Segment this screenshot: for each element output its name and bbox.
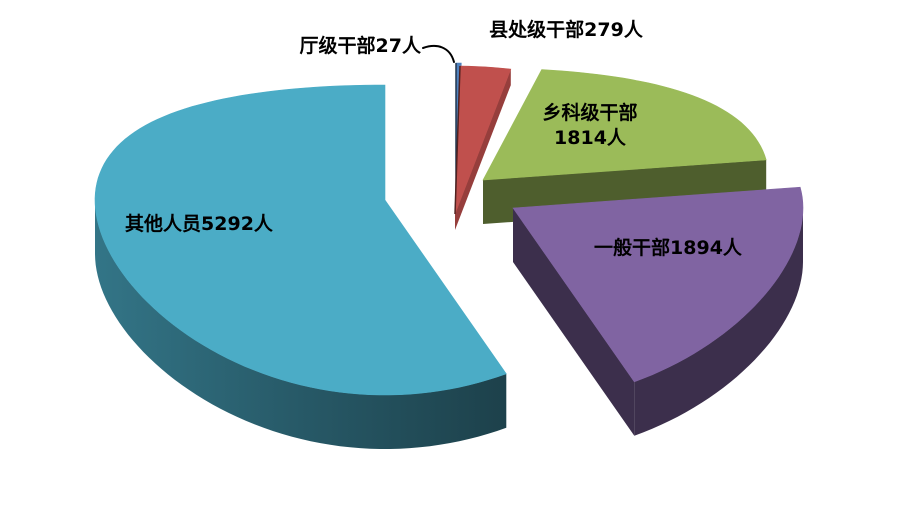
slice-top-face xyxy=(512,186,804,383)
slice-top-face xyxy=(454,65,512,215)
leader-line xyxy=(422,44,455,63)
slice-label: 其他人员5292人 xyxy=(125,212,274,235)
pie-slice xyxy=(94,84,507,449)
slice-rim xyxy=(95,200,507,449)
slice-label: 乡科级干部 1814人 xyxy=(542,101,637,149)
slice-side-face xyxy=(455,69,511,230)
slice-top-face xyxy=(94,84,507,396)
pie-slice xyxy=(454,65,512,230)
pie-slice xyxy=(512,186,804,436)
slice-side-face xyxy=(513,208,635,436)
slice-label: 厅级干部27人 xyxy=(300,34,422,57)
slice-top-face xyxy=(482,69,767,181)
slice-label: 县处级干部279人 xyxy=(489,18,644,41)
slice-label: 一般干部1894人 xyxy=(594,236,743,259)
slice-edge-line xyxy=(454,65,461,215)
slice-rim xyxy=(634,208,803,436)
